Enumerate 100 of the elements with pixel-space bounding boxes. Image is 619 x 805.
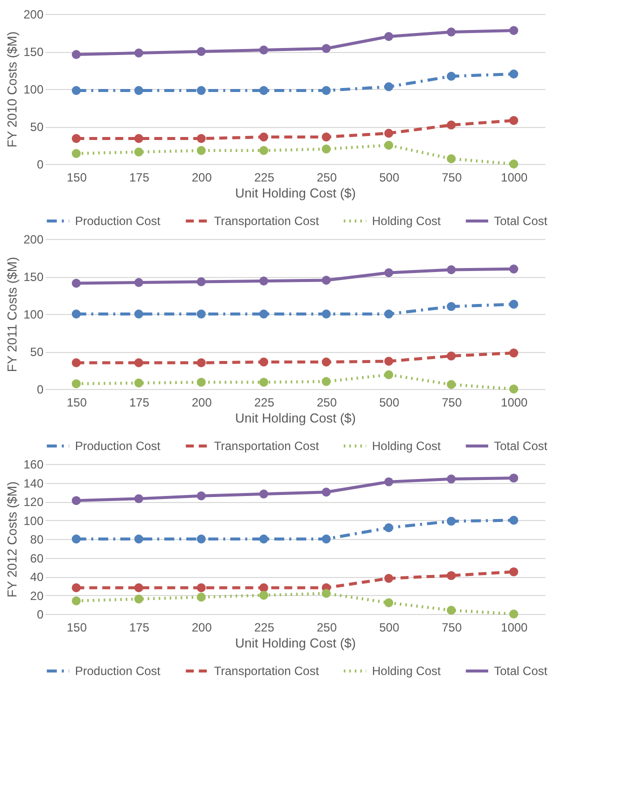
point bbox=[72, 310, 81, 318]
point bbox=[134, 310, 144, 318]
point bbox=[259, 310, 268, 318]
y-tick-label: 100 bbox=[23, 82, 44, 96]
x-tick-label: 150 bbox=[66, 620, 88, 634]
x-tick-label: 150 bbox=[66, 396, 88, 410]
point bbox=[322, 588, 331, 598]
x-tick-label: 200 bbox=[192, 620, 212, 634]
point bbox=[446, 380, 456, 389]
point bbox=[134, 378, 144, 388]
point bbox=[322, 358, 331, 366]
point bbox=[509, 300, 518, 309]
y-tick-label: 20 bbox=[30, 588, 44, 603]
point bbox=[196, 378, 206, 387]
y-tick-label: 80 bbox=[30, 532, 44, 546]
point bbox=[259, 146, 268, 155]
x-axis-title: Unit Holding Cost ($) bbox=[235, 186, 356, 200]
point bbox=[509, 160, 518, 168]
point bbox=[259, 378, 268, 387]
x-tick-label: 175 bbox=[129, 170, 150, 184]
x-tick-label: 500 bbox=[379, 396, 400, 410]
point bbox=[446, 265, 456, 274]
legend-label: Transportation Cost bbox=[214, 664, 320, 678]
point bbox=[446, 28, 456, 36]
point bbox=[384, 574, 394, 583]
point bbox=[196, 146, 206, 155]
y-tick-label: 200 bbox=[23, 8, 44, 22]
x-tick-label: 250 bbox=[316, 396, 338, 410]
point bbox=[259, 590, 268, 600]
point bbox=[196, 358, 206, 368]
point bbox=[196, 491, 206, 500]
point bbox=[322, 310, 331, 318]
y-tick-label: 120 bbox=[23, 495, 44, 509]
point bbox=[196, 86, 206, 95]
x-tick-label: 150 bbox=[66, 170, 88, 184]
legend-label: Production Cost bbox=[75, 439, 162, 453]
point bbox=[196, 583, 206, 592]
point bbox=[509, 264, 518, 274]
point bbox=[446, 571, 456, 580]
x-axis-title: Unit Holding Cost ($) bbox=[235, 410, 356, 426]
point bbox=[259, 276, 268, 286]
x-tick-label: 175 bbox=[129, 620, 150, 634]
point bbox=[384, 356, 394, 366]
point bbox=[72, 583, 81, 592]
y-tick-label: 100 bbox=[23, 514, 44, 528]
point bbox=[259, 86, 268, 95]
point bbox=[509, 26, 518, 35]
x-tick-label: 750 bbox=[442, 396, 462, 410]
point bbox=[384, 128, 394, 138]
y-tick-label: 150 bbox=[23, 270, 44, 284]
point bbox=[134, 86, 144, 95]
x-tick-label: 200 bbox=[192, 170, 212, 184]
x-tick-label: 225 bbox=[254, 170, 275, 184]
y-axis-title: FY 2011 Costs ($M) bbox=[4, 256, 20, 372]
y-tick-label: 0 bbox=[36, 158, 44, 172]
point bbox=[322, 377, 331, 386]
legend-label: Transportation Cost bbox=[214, 214, 320, 228]
point bbox=[72, 134, 81, 143]
point bbox=[446, 474, 456, 484]
legend-label: Total Cost bbox=[494, 439, 548, 453]
x-tick-label: 500 bbox=[379, 620, 400, 634]
x-tick-label: 1000 bbox=[500, 170, 528, 184]
point bbox=[446, 352, 456, 360]
point bbox=[134, 358, 144, 368]
y-tick-label: 200 bbox=[23, 232, 44, 246]
point bbox=[72, 534, 81, 544]
x-tick-label: 225 bbox=[254, 396, 275, 410]
y-tick-label: 40 bbox=[30, 570, 44, 584]
y-tick-label: 0 bbox=[36, 608, 44, 622]
point bbox=[196, 277, 206, 286]
point bbox=[196, 592, 206, 602]
point bbox=[322, 144, 331, 154]
point bbox=[72, 278, 81, 288]
point bbox=[72, 50, 81, 59]
x-tick-label: 200 bbox=[192, 396, 212, 410]
y-tick-label: 60 bbox=[30, 551, 44, 566]
point bbox=[384, 268, 394, 278]
y-tick-label: 100 bbox=[23, 308, 44, 322]
point bbox=[72, 596, 81, 606]
y-tick-label: 50 bbox=[30, 345, 44, 359]
point bbox=[509, 116, 518, 125]
x-tick-label: 1000 bbox=[500, 396, 528, 410]
point bbox=[134, 594, 144, 604]
point bbox=[134, 148, 144, 156]
legend-label: Holding Cost bbox=[372, 439, 442, 453]
point bbox=[259, 358, 268, 366]
point bbox=[509, 516, 518, 525]
x-tick-label: 225 bbox=[254, 620, 275, 634]
point bbox=[446, 302, 456, 311]
point bbox=[134, 278, 144, 287]
point bbox=[446, 120, 456, 130]
point bbox=[322, 86, 331, 95]
point bbox=[384, 523, 394, 532]
point bbox=[509, 610, 518, 618]
point bbox=[509, 384, 518, 394]
x-axis-title: Unit Holding Cost ($) bbox=[235, 636, 356, 650]
legend-label: Transportation Cost bbox=[214, 439, 320, 453]
y-tick-label: 140 bbox=[23, 476, 44, 490]
point bbox=[72, 358, 81, 368]
point bbox=[72, 149, 81, 158]
